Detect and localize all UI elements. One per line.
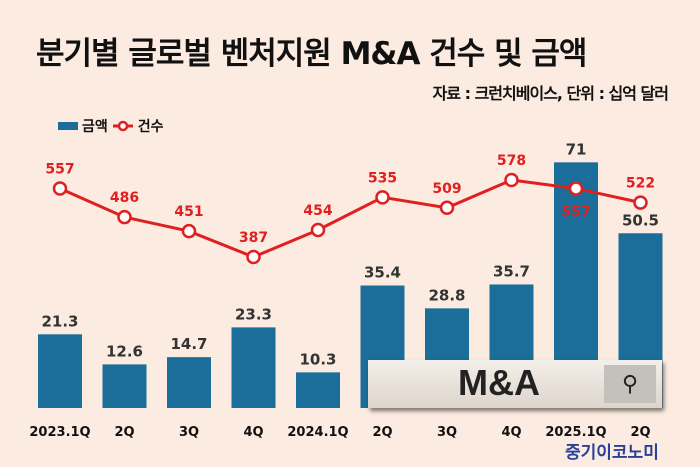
count-point [633,195,648,210]
x-tick-label: 2025.1Q [545,425,606,440]
count-point [439,200,455,216]
count-point [568,181,584,196]
count-point [117,209,132,225]
bar-value-label: 10.3 [299,350,336,368]
bar-value-label: 28.8 [428,286,465,304]
count-value-label: 486 [110,190,139,206]
count-point [504,172,519,188]
legend-line-label: 건수 [137,119,164,135]
bar-value-label: 21.3 [41,312,78,330]
bar-value-label: 35.4 [364,264,401,282]
bar-value-label: 35.7 [493,262,530,280]
count-value-label: 509 [432,181,461,197]
x-tick-label: 2Q [114,425,134,440]
chart-title: 분기별 글로벌 벤처지원 M&A 건수 및 금액 [36,36,587,72]
watermark: 중기이코노미 [565,443,659,463]
bar-value-label: 50.5 [622,211,659,229]
count-line [59,178,641,259]
bar [167,357,211,408]
count-point [181,223,197,239]
bar [102,364,147,408]
x-tick-label: 2Q [630,425,650,440]
count-value-label: 522 [626,176,655,192]
search-icon: ⚲ [604,365,656,403]
count-value-label: 578 [497,153,526,169]
legend: 금액 건수 [58,116,164,136]
legend-bar-label: 금액 [82,119,108,135]
count-value-label: 454 [303,203,332,219]
bar [296,372,340,408]
source-note: 자료 : 크런치베이스, 단위 : 십억 달러 [432,84,669,103]
x-tick-label: 4Q [501,425,521,440]
count-point [52,181,68,196]
count-value-label: 557 [561,204,590,220]
x-tick-label: 2024.1Q [287,425,348,440]
search-text: M&A [458,362,540,403]
x-tick-label: 3Q [179,425,199,440]
count-point [246,249,261,265]
search-bar-graphic: M&A ⚲ [368,360,662,408]
bar-value-label: 12.6 [106,342,143,360]
x-tick-label: 2023.1Q [29,425,90,440]
count-value-label: 387 [239,230,268,246]
bar [38,334,82,408]
bar-value-label: 23.3 [235,305,272,323]
legend-bar-swatch [58,122,78,130]
x-tick-label: 3Q [437,425,457,440]
count-point [310,222,326,238]
bar [231,327,276,408]
legend-line-swatch [112,120,133,132]
count-value-label: 557 [45,161,74,177]
x-tick-label: 4Q [243,425,263,440]
bar-value-label: 71 [566,140,587,158]
bar-value-label: 14.7 [170,335,207,353]
count-point [375,190,390,205]
x-tick-label: 2Q [372,425,392,440]
count-value-label: 451 [174,204,203,220]
count-value-label: 535 [368,170,397,186]
